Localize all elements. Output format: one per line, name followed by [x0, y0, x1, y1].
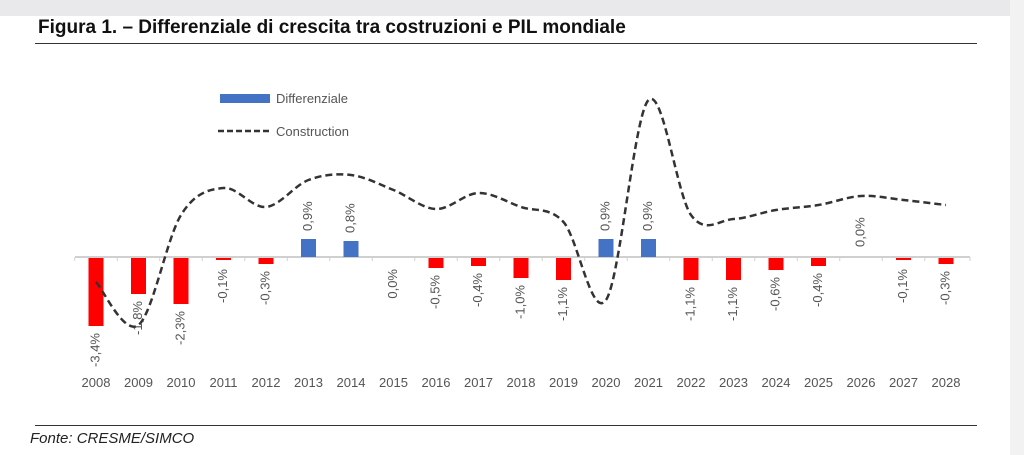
right-band — [1010, 0, 1024, 455]
x-tick-label: 2022 — [677, 375, 706, 390]
data-label: -0,4% — [470, 273, 485, 307]
bar-2024 — [768, 258, 784, 270]
x-tick-label: 2019 — [549, 375, 578, 390]
data-label: -0,1% — [215, 269, 230, 303]
bar-2020 — [598, 239, 614, 257]
x-tick-label: 2009 — [124, 375, 153, 390]
x-tick-label: 2014 — [337, 375, 366, 390]
bar-2025 — [811, 258, 826, 266]
data-label: 0,9% — [640, 201, 655, 231]
data-label: -0,5% — [427, 275, 442, 309]
data-label: -0,1% — [895, 269, 910, 303]
x-tick-label: 2017 — [464, 375, 493, 390]
bar-2027 — [896, 258, 911, 260]
x-tick-label: 2010 — [167, 375, 196, 390]
chart-title: Figura 1. – Differenziale di crescita tr… — [38, 17, 626, 38]
bar-2012 — [258, 258, 274, 264]
x-tick-label: 2024 — [762, 375, 791, 390]
data-label: -1,1% — [682, 287, 697, 321]
data-label: -0,3% — [937, 271, 952, 305]
legend-swatch-differenziale — [220, 94, 270, 103]
data-label: 0,9% — [300, 201, 315, 231]
data-label: -1,1% — [555, 287, 570, 321]
x-tick-label: 2025 — [804, 375, 833, 390]
data-label: -2,3% — [172, 311, 187, 345]
bar-2008 — [88, 258, 104, 326]
bar-2011 — [216, 258, 231, 260]
x-tick-label: 2023 — [719, 375, 748, 390]
legend-label-construction: Construction — [276, 124, 349, 139]
bar-2022 — [683, 258, 699, 280]
data-label: 0,8% — [342, 203, 357, 233]
data-label: -3,4% — [87, 333, 102, 367]
bar-2009 — [131, 258, 146, 294]
bar-2010 — [173, 258, 189, 304]
top-band — [0, 0, 1024, 16]
data-label: 0,0% — [385, 269, 400, 299]
x-tick-label: 2016 — [422, 375, 451, 390]
bar-2016 — [428, 258, 444, 268]
chart-source: Fonte: CRESME/SIMCO — [30, 430, 195, 447]
data-label: -0,6% — [767, 277, 782, 311]
data-label: 0,9% — [597, 201, 612, 231]
data-label: -1,0% — [512, 285, 527, 319]
x-tick-label: 2008 — [82, 375, 111, 390]
legend-label-differenziale: Differenziale — [276, 91, 348, 106]
x-tick-label: 2026 — [847, 375, 876, 390]
x-tick-label: 2028 — [932, 375, 961, 390]
x-tick-label: 2013 — [294, 375, 323, 390]
data-label: -0,3% — [257, 271, 272, 305]
bar-2028 — [938, 258, 954, 264]
data-label: -0,4% — [810, 273, 825, 307]
title-rule — [35, 43, 977, 44]
bar-2014 — [343, 241, 359, 257]
x-tick-label: 2012 — [252, 375, 281, 390]
bar-2018 — [513, 258, 529, 278]
bar-2019 — [556, 258, 571, 280]
bar-2017 — [471, 258, 486, 266]
source-rule — [35, 425, 977, 426]
x-tick-label: 2021 — [634, 375, 663, 390]
data-label: 0,0% — [852, 217, 867, 247]
bar-2021 — [641, 239, 656, 257]
data-label: -1,8% — [130, 301, 145, 335]
x-tick-label: 2027 — [889, 375, 918, 390]
x-tick-label: 2020 — [592, 375, 621, 390]
bar-2023 — [726, 258, 741, 280]
data-label: -1,1% — [725, 287, 740, 321]
x-tick-label: 2015 — [379, 375, 408, 390]
bar-2013 — [301, 239, 316, 257]
x-tick-label: 2011 — [210, 375, 238, 390]
x-tick-label: 2018 — [507, 375, 536, 390]
construction-line — [95, 97, 947, 328]
